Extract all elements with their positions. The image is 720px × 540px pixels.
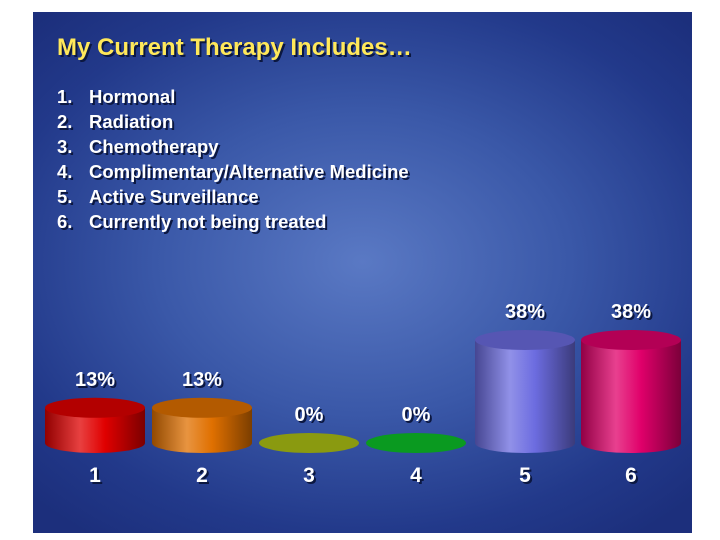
option-text: Active Surveillance [89, 186, 259, 207]
option-text: Currently not being treated [89, 211, 327, 232]
option-text: Complimentary/Alternative Medicine [89, 161, 409, 182]
bar-top-1 [45, 397, 145, 418]
value-label-1: 13% [75, 369, 115, 391]
value-label-5-shadow: 38% [507, 303, 547, 325]
slide-title: My Current Therapy Includes… [57, 34, 412, 61]
option-number: 6. [57, 211, 73, 232]
bar-6 [581, 340, 681, 453]
value-label-1-shadow: 13% [77, 371, 117, 393]
category-label-1-shadow: 1 [91, 466, 103, 489]
value-label-4: 0% [402, 404, 431, 426]
option-text: Radiation [89, 111, 174, 132]
category-label-1: 1 [89, 464, 101, 487]
bar-4 [366, 433, 466, 453]
value-label-6: 38% [611, 301, 651, 323]
bar-top-6 [581, 330, 681, 350]
category-label-4-shadow: 4 [412, 466, 424, 489]
option-number: 5. [57, 186, 73, 207]
category-label-3-shadow: 3 [305, 466, 317, 489]
value-label-2-shadow: 13% [184, 371, 224, 393]
category-label-4: 4 [410, 464, 422, 487]
value-label-2: 13% [182, 369, 222, 391]
option-number: 1. [57, 86, 73, 107]
value-label-3: 0% [295, 404, 324, 426]
category-label-3: 3 [303, 464, 315, 487]
bar-top-2 [152, 397, 252, 418]
slide-background: My Current Therapy Includes… 1. Hormonal … [33, 12, 692, 533]
option-text: Hormonal [89, 86, 176, 107]
bar-top-5 [475, 330, 575, 350]
option-text: Chemotherapy [89, 136, 219, 157]
bar-1 [45, 407, 145, 453]
option-number: 2. [57, 111, 73, 132]
value-label-5: 38% [505, 301, 545, 323]
bar-3 [259, 433, 359, 453]
category-label-2: 2 [196, 464, 208, 487]
category-label-6: 6 [625, 464, 637, 487]
value-label-3-shadow: 0% [297, 406, 326, 428]
option-item-1: 1. Hormonal [57, 84, 409, 109]
category-label-2-shadow: 2 [198, 466, 210, 489]
option-item-2: 2. Radiation [57, 109, 409, 134]
value-label-6-shadow: 38% [613, 303, 653, 325]
option-item-3: 3. Chemotherapy [57, 134, 409, 159]
value-label-4-shadow: 0% [404, 406, 433, 428]
bar-5 [475, 340, 575, 453]
option-item-4: 4. Complimentary/Alternative Medicine [57, 159, 409, 184]
category-label-5-shadow: 5 [521, 466, 533, 489]
category-label-6-shadow: 6 [627, 466, 639, 489]
option-number: 4. [57, 161, 73, 182]
option-item-5: 5. Active Surveillance [57, 184, 409, 209]
category-label-5: 5 [519, 464, 531, 487]
option-number: 3. [57, 136, 73, 157]
answer-options-list: 1. Hormonal 2. Radiation 3. Chemotherapy 4.… [57, 84, 409, 234]
bar-2 [152, 407, 252, 453]
option-item-6: 6. Currently not being treated [57, 209, 409, 234]
